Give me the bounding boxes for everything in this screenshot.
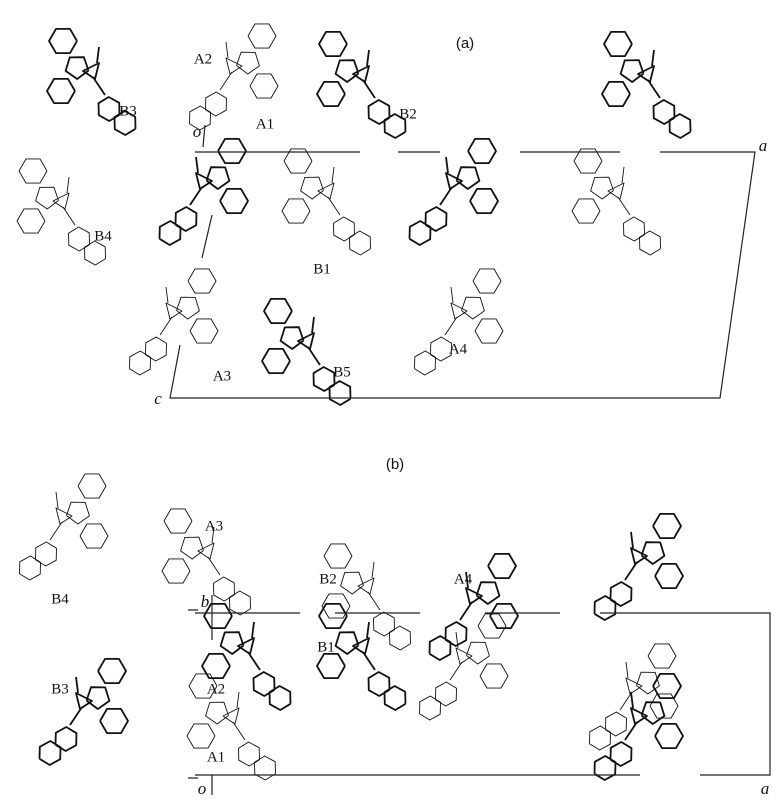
molecule-label: A3 xyxy=(205,518,223,534)
molecule-label: B4 xyxy=(51,591,69,607)
molecule xyxy=(262,299,351,405)
axis-label: a xyxy=(761,779,770,798)
molecule-label: B1 xyxy=(313,261,331,277)
unit-cell-b xyxy=(195,613,770,775)
axis-label: a xyxy=(759,136,768,155)
axis-label: o xyxy=(198,779,207,798)
molecule-label: B3 xyxy=(51,681,69,697)
molecule xyxy=(322,544,411,650)
molecule xyxy=(410,139,499,245)
molecule-label: A2 xyxy=(194,51,212,67)
molecule xyxy=(415,269,504,375)
molecule-label: A1 xyxy=(207,749,225,765)
molecule xyxy=(40,659,129,765)
molecule xyxy=(430,554,519,660)
molecule xyxy=(160,139,249,245)
unit-cell-a xyxy=(170,152,755,398)
crystal-packing-figure: (a) (b) A2 A1 B3 B2 B4 B1 A3 A4 B5 o a c… xyxy=(0,0,775,802)
axis-label: c xyxy=(154,389,162,408)
axis-label: b xyxy=(201,592,210,611)
molecule xyxy=(187,674,276,780)
molecule xyxy=(317,604,406,710)
molecule xyxy=(590,644,679,750)
molecule-label: A2 xyxy=(207,681,225,697)
molecule-label: B2 xyxy=(319,571,337,587)
axis-label: o xyxy=(193,122,202,141)
molecule-label: B1 xyxy=(317,639,335,655)
molecule xyxy=(572,149,661,255)
molecule xyxy=(595,674,684,780)
molecule xyxy=(420,614,509,720)
molecule xyxy=(20,474,109,580)
molecule-label: B3 xyxy=(119,103,137,119)
panel-title: (a) xyxy=(456,35,474,52)
molecule-label: B2 xyxy=(399,106,417,122)
molecule-label: A1 xyxy=(256,116,274,132)
molecule xyxy=(602,32,691,138)
molecules xyxy=(17,24,691,780)
molecule-label: A4 xyxy=(449,341,468,357)
molecule xyxy=(595,514,684,620)
molecule xyxy=(317,32,406,138)
molecule-label: A4 xyxy=(454,571,473,587)
molecule-label: A3 xyxy=(213,368,231,384)
molecule-label: B5 xyxy=(333,364,351,380)
molecule xyxy=(130,269,219,375)
molecule xyxy=(190,24,279,130)
molecule xyxy=(17,159,106,265)
molecule-label: B4 xyxy=(94,228,112,244)
panel-title: (b) xyxy=(386,456,404,473)
molecule xyxy=(282,149,371,255)
origin-marker-a xyxy=(202,125,212,258)
